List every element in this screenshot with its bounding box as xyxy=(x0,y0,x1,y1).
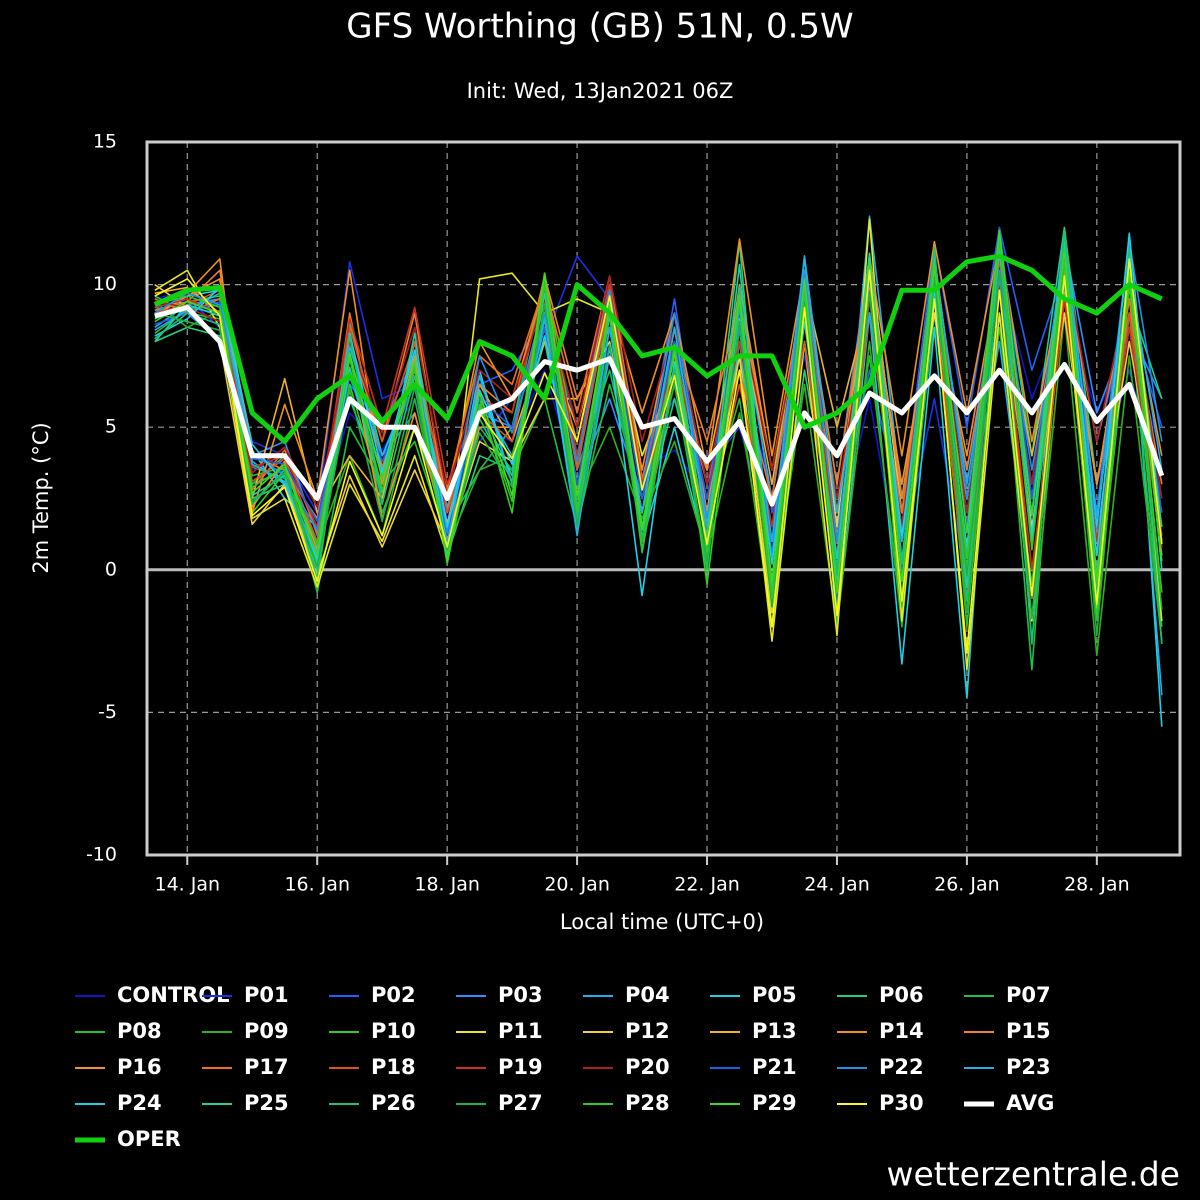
legend-label: P22 xyxy=(879,1055,924,1079)
legend-label: P26 xyxy=(371,1091,416,1115)
legend-label: P06 xyxy=(879,983,924,1007)
legend-label: P14 xyxy=(879,1019,924,1043)
legend-label: P28 xyxy=(625,1091,670,1115)
legend-label: OPER xyxy=(117,1127,181,1151)
legend-label: P01 xyxy=(244,983,289,1007)
x-tick-label: 14. Jan xyxy=(155,874,221,896)
legend-label: P09 xyxy=(244,1019,289,1043)
legend-label: AVG xyxy=(1006,1091,1054,1115)
legend-label: P24 xyxy=(117,1091,162,1115)
legend-label: P27 xyxy=(498,1091,543,1115)
series-line xyxy=(154,258,1163,637)
legend-label: P10 xyxy=(371,1019,416,1043)
y-tick-label: -10 xyxy=(86,844,117,866)
legend-label: P15 xyxy=(1006,1019,1051,1043)
x-tick-label: 16. Jan xyxy=(284,874,350,896)
series-line xyxy=(154,258,1163,654)
chart-title: GFS Worthing (GB) 51N, 0.5W xyxy=(346,7,853,47)
series-line xyxy=(153,253,1163,444)
legend-label: P29 xyxy=(752,1091,797,1115)
x-tick-label: 28. Jan xyxy=(1064,874,1130,896)
x-tick-label: 20. Jan xyxy=(544,874,610,896)
y-tick-label: 5 xyxy=(105,416,117,438)
y-tick-label: 10 xyxy=(93,273,117,295)
x-axis-label: Local time (UTC+0) xyxy=(560,910,764,934)
legend-label: P21 xyxy=(752,1055,797,1079)
legend-label: P23 xyxy=(1006,1055,1051,1079)
legend-label: P11 xyxy=(498,1019,543,1043)
y-tick-label: 0 xyxy=(105,558,117,580)
legend-label: P03 xyxy=(498,983,543,1007)
x-tick-label: 18. Jan xyxy=(414,874,480,896)
legend-label: P30 xyxy=(879,1091,924,1115)
legend-label: P02 xyxy=(371,983,416,1007)
chart-subtitle: Init: Wed, 13Jan2021 06Z xyxy=(467,79,734,103)
plot-border xyxy=(145,140,1182,857)
legend-label: P20 xyxy=(625,1055,670,1079)
legend-label: P18 xyxy=(371,1055,416,1079)
y-tick-label: -5 xyxy=(98,701,117,723)
legend-label: P17 xyxy=(244,1055,289,1079)
legend-label: P07 xyxy=(1006,983,1051,1007)
series-line xyxy=(154,238,1163,620)
legend-label: P19 xyxy=(498,1055,543,1079)
watermark: wetterzentrale.de xyxy=(886,1155,1180,1194)
legend-label: P16 xyxy=(117,1055,162,1079)
x-tick-label: 22. Jan xyxy=(674,874,740,896)
x-tick-label: 26. Jan xyxy=(934,874,1000,896)
legend-label: P08 xyxy=(117,1019,162,1043)
x-tick-label: 24. Jan xyxy=(804,874,870,896)
y-tick-label: 15 xyxy=(93,131,117,153)
legend-label: P12 xyxy=(625,1019,670,1043)
legend-label: P25 xyxy=(244,1091,289,1115)
legend-label: P05 xyxy=(752,983,797,1007)
series-line xyxy=(154,304,1165,507)
legend-label: P13 xyxy=(752,1019,797,1043)
y-axis-label: 2m Temp. (°C) xyxy=(29,422,53,573)
series-line xyxy=(154,229,1163,594)
legend-label: P04 xyxy=(625,983,670,1007)
